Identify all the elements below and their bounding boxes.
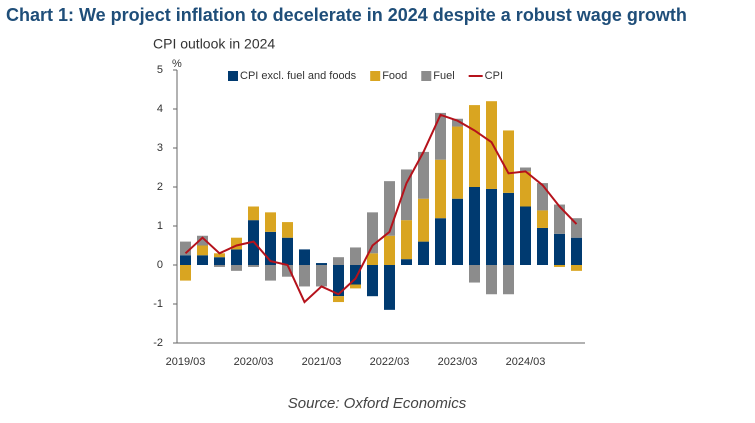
bar <box>350 284 361 289</box>
bar <box>333 296 344 303</box>
bar <box>350 265 361 285</box>
bar <box>537 210 548 228</box>
x-tick-label: 2021/03 <box>302 356 342 368</box>
bar <box>231 237 242 250</box>
bar <box>282 265 293 277</box>
bar <box>418 241 429 265</box>
bar <box>214 253 225 258</box>
bar <box>520 206 531 265</box>
y-tick-label: 1 <box>157 220 163 232</box>
chart-title: Chart 1: We project inflation to deceler… <box>6 5 687 25</box>
y-axis-label: % <box>172 58 182 70</box>
bar <box>571 218 582 238</box>
bar <box>214 265 225 267</box>
bar <box>452 126 463 199</box>
legend-swatch <box>228 71 238 81</box>
bar <box>180 255 191 265</box>
bar <box>520 167 531 172</box>
bar <box>180 265 191 281</box>
y-tick-label: 4 <box>157 103 163 115</box>
bar <box>197 255 208 265</box>
bar <box>231 249 242 265</box>
bar <box>214 257 225 265</box>
bar <box>435 218 446 265</box>
legend-swatch <box>421 71 432 81</box>
bar <box>248 206 259 221</box>
bar <box>486 265 497 295</box>
bar <box>384 181 395 236</box>
bar <box>265 231 276 265</box>
bar <box>350 247 361 265</box>
bar <box>503 130 514 193</box>
bar <box>197 235 208 246</box>
bar <box>520 171 531 207</box>
bar <box>282 237 293 265</box>
x-tick-label: 2024/03 <box>506 356 546 368</box>
bar <box>503 192 514 265</box>
bar <box>231 265 242 271</box>
bar <box>401 169 412 221</box>
bar <box>299 265 310 287</box>
bar <box>554 204 565 234</box>
bar <box>333 257 344 265</box>
bar <box>316 263 327 265</box>
bar <box>265 265 276 281</box>
x-tick-label: 2020/03 <box>234 356 274 368</box>
bar <box>367 212 378 254</box>
bar <box>503 265 514 295</box>
bar <box>248 265 259 267</box>
bar <box>554 233 565 265</box>
bar <box>486 101 497 189</box>
bar <box>367 253 378 265</box>
bar <box>316 265 327 287</box>
y-tick-label: 5 <box>157 64 163 76</box>
y-tick-label: 0 <box>157 259 163 271</box>
bar <box>180 241 191 256</box>
bar <box>537 227 548 265</box>
chart-subtitle: CPI outlook in 2024 <box>153 36 275 52</box>
bar <box>469 265 480 283</box>
bar <box>367 265 378 297</box>
bar <box>452 198 463 265</box>
bar <box>299 249 310 265</box>
bar <box>197 245 208 256</box>
bar <box>435 159 446 219</box>
bar <box>333 265 344 297</box>
bar <box>282 222 293 238</box>
bar <box>401 220 412 260</box>
legend-label: Fuel <box>433 70 454 82</box>
bar <box>469 187 480 265</box>
bar <box>418 151 429 199</box>
legend-label: CPI <box>485 70 503 82</box>
y-tick-label: -2 <box>153 337 163 349</box>
bar <box>418 198 429 242</box>
cpi-line <box>184 113 578 304</box>
legend-label: Food <box>382 70 407 82</box>
bar <box>265 212 276 232</box>
bar <box>384 235 395 265</box>
bar <box>537 183 548 211</box>
legend-swatch <box>370 71 381 81</box>
bar <box>571 265 582 271</box>
bar <box>486 188 497 265</box>
bar <box>571 237 582 265</box>
bar <box>469 105 480 187</box>
x-tick-label: 2019/03 <box>166 356 206 368</box>
bar <box>401 259 412 265</box>
x-tick-label: 2023/03 <box>438 356 478 368</box>
bar <box>452 118 463 127</box>
legend-label: CPI excl. fuel and foods <box>240 70 357 82</box>
x-tick-label: 2022/03 <box>370 356 410 368</box>
source: Source: Oxford Economics <box>288 395 467 412</box>
y-tick-label: 3 <box>157 142 163 154</box>
bar <box>384 265 395 310</box>
y-tick-label: 2 <box>157 181 163 193</box>
y-tick-label: -1 <box>153 298 163 310</box>
bar <box>435 112 446 160</box>
bar <box>554 265 565 267</box>
